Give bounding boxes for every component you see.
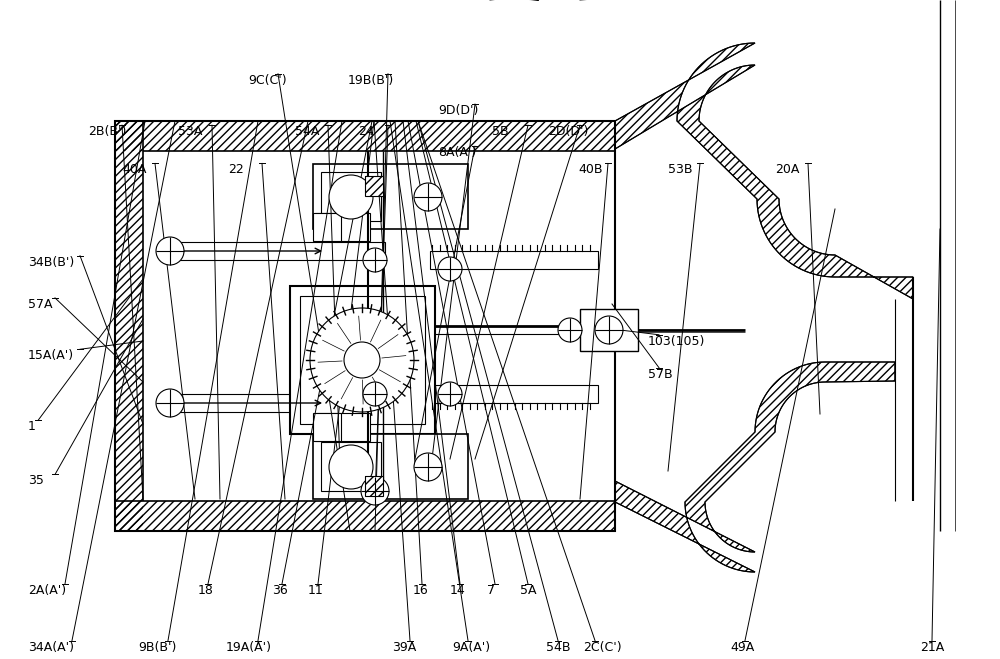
Text: 9C(C'): 9C(C') — [248, 74, 287, 87]
Text: 34B(B'): 34B(B') — [28, 256, 74, 269]
Bar — [115, 121, 615, 151]
Bar — [580, 309, 638, 351]
Text: 18: 18 — [198, 584, 214, 597]
Circle shape — [438, 257, 462, 281]
Text: 2D(D'): 2D(D') — [548, 125, 588, 138]
Text: 22: 22 — [228, 163, 244, 177]
Text: 21A: 21A — [920, 641, 944, 654]
Circle shape — [344, 342, 380, 378]
Bar — [313, 164, 468, 229]
Bar — [321, 442, 381, 491]
Bar — [321, 172, 381, 221]
Text: 34A(A'): 34A(A') — [28, 641, 74, 654]
Text: 54B: 54B — [546, 641, 570, 654]
Circle shape — [361, 477, 389, 505]
Text: 20A: 20A — [775, 163, 799, 177]
Text: 49A: 49A — [730, 641, 754, 654]
Bar — [290, 286, 435, 434]
Polygon shape — [615, 43, 913, 299]
Text: 57A: 57A — [28, 298, 52, 311]
Circle shape — [329, 175, 373, 219]
Text: 9D(D'): 9D(D') — [438, 104, 478, 117]
Bar — [300, 296, 425, 424]
Bar — [315, 213, 370, 241]
Text: 11: 11 — [308, 584, 324, 597]
Bar — [165, 394, 385, 412]
Text: 2C(C'): 2C(C') — [583, 641, 622, 654]
Text: 54A: 54A — [295, 125, 319, 138]
Bar — [365, 176, 383, 196]
Text: 103(105): 103(105) — [648, 335, 705, 348]
Bar — [115, 501, 615, 531]
Circle shape — [438, 382, 462, 406]
Text: 57B: 57B — [648, 368, 673, 381]
Bar — [365, 476, 383, 496]
Text: 40A: 40A — [122, 163, 146, 177]
Text: 5A: 5A — [520, 584, 536, 597]
Text: 19B(B'): 19B(B') — [348, 74, 394, 87]
Circle shape — [595, 316, 623, 344]
Bar — [430, 251, 598, 269]
Text: 39A: 39A — [392, 641, 416, 654]
Circle shape — [310, 308, 414, 412]
Text: 35: 35 — [28, 474, 44, 488]
Text: 16: 16 — [413, 584, 429, 597]
Text: 2A(A'): 2A(A') — [28, 584, 66, 597]
Text: 9A(A'): 9A(A') — [452, 641, 490, 654]
Text: 15A(A'): 15A(A') — [28, 349, 74, 362]
Text: 24: 24 — [358, 125, 374, 138]
Bar — [313, 413, 341, 441]
Polygon shape — [615, 362, 895, 572]
Circle shape — [558, 318, 582, 342]
Text: 1: 1 — [28, 420, 36, 434]
Bar — [165, 242, 385, 260]
Circle shape — [414, 183, 442, 211]
Text: 53A: 53A — [178, 125, 202, 138]
Bar — [115, 121, 143, 531]
Circle shape — [414, 453, 442, 481]
Bar — [313, 213, 341, 241]
Circle shape — [156, 237, 184, 265]
Text: 53B: 53B — [668, 163, 692, 177]
Text: 14: 14 — [450, 584, 466, 597]
Bar — [315, 413, 370, 441]
Text: 8A(A'): 8A(A') — [438, 146, 476, 159]
Text: 5B: 5B — [492, 125, 509, 138]
Circle shape — [363, 382, 387, 406]
Bar — [115, 501, 615, 531]
Text: 19A(A'): 19A(A') — [226, 641, 272, 654]
Circle shape — [363, 248, 387, 272]
Bar — [313, 434, 468, 499]
Bar — [115, 121, 615, 531]
Text: 9B(B'): 9B(B') — [138, 641, 176, 654]
Bar — [143, 151, 615, 501]
Circle shape — [329, 445, 373, 489]
Text: 40B: 40B — [578, 163, 602, 177]
Circle shape — [156, 389, 184, 417]
Text: 36: 36 — [272, 584, 288, 597]
Bar — [430, 385, 598, 403]
Text: 2B(B'): 2B(B') — [88, 125, 126, 138]
Bar — [115, 121, 615, 151]
Bar — [115, 121, 143, 531]
Text: 7: 7 — [487, 584, 495, 597]
Bar — [365, 476, 383, 496]
Bar — [365, 176, 383, 196]
